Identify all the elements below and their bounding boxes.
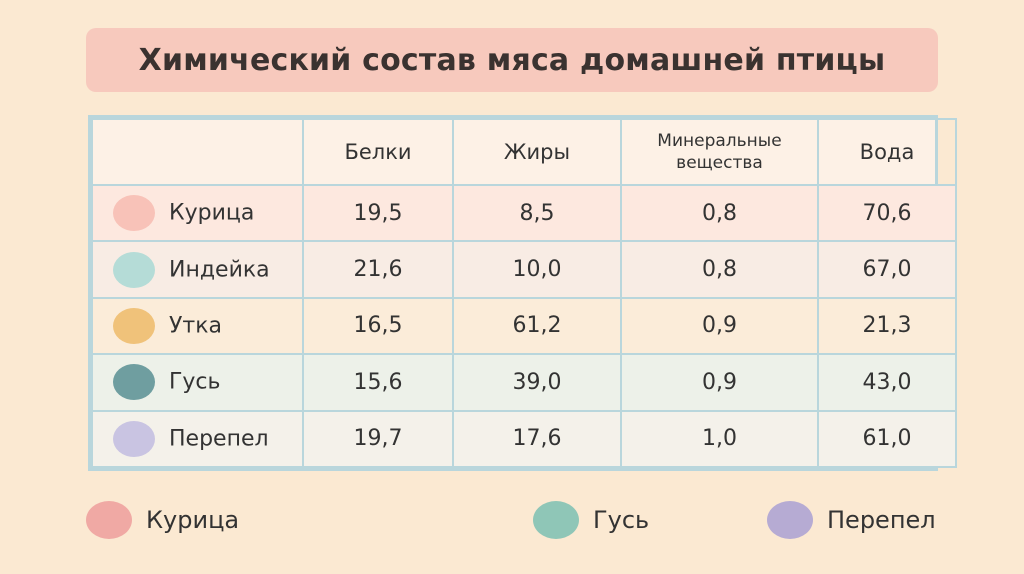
row-name: Индейка [169,257,270,283]
cell-proteins: 21,6 [302,240,454,299]
cell-water: 67,0 [817,240,957,299]
cell-water: 43,0 [817,353,957,412]
header-water: Вода [817,118,957,186]
header-minerals: Минеральные вещества [620,118,819,186]
table-header-row: Белки Жиры Минеральные вещества Вода [91,118,957,186]
cell-minerals: 0,8 [620,183,819,243]
row-name-cell: Утка [91,296,304,356]
header-fats: Жиры [452,118,622,186]
row-name-cell: Гусь [91,353,304,412]
cell-proteins: 19,5 [302,183,454,243]
cell-proteins: 15,6 [302,353,454,412]
table-row: Курица 19,5 8,5 0,8 70,6 [91,183,957,243]
legend-dot-icon [86,501,132,539]
table-row: Утка 16,5 61,2 0,9 21,3 [91,296,957,356]
cell-minerals: 0,9 [620,353,819,412]
cell-proteins: 16,5 [302,296,454,356]
color-dot-icon [113,251,155,288]
cell-water: 61,0 [817,409,957,469]
row-name: Перепел [169,426,269,452]
title-banner: Химический состав мяса домашней птицы [86,28,938,92]
cell-proteins: 19,7 [302,409,454,469]
page-title: Химический состав мяса домашней птицы [138,42,886,78]
cell-fats: 17,6 [452,409,622,469]
composition-table: Белки Жиры Минеральные вещества Вода Кур… [88,115,957,471]
table-row: Индейка 21,6 10,0 0,8 67,0 [91,240,957,299]
row-name-cell: Перепел [91,409,304,469]
cell-water: 70,6 [817,183,957,243]
table-row: Гусь 15,6 39,0 0,9 43,0 [91,353,957,412]
header-proteins: Белки [302,118,454,186]
legend-dot-icon [767,501,813,539]
color-dot-icon [113,307,155,344]
header-empty [91,118,304,186]
legend-item-goose: Гусь [533,498,649,542]
color-dot-icon [113,195,155,232]
cell-fats: 10,0 [452,240,622,299]
cell-minerals: 1,0 [620,409,819,469]
row-name-cell: Индейка [91,240,304,299]
cell-minerals: 0,8 [620,240,819,299]
legend-label: Гусь [593,506,650,534]
row-name: Утка [169,313,222,339]
row-name-cell: Курица [91,183,304,243]
cell-minerals: 0,9 [620,296,819,356]
cell-fats: 39,0 [452,353,622,412]
legend-item-chicken: Курица [86,498,239,542]
color-dot-icon [113,420,155,457]
row-name: Курица [169,200,255,226]
color-dot-icon [113,364,155,401]
legend-dot-icon [533,501,579,539]
cell-fats: 8,5 [452,183,622,243]
legend-label: Курица [146,506,240,534]
cell-water: 21,3 [817,296,957,356]
legend-item-quail: Перепел [767,498,936,542]
row-name: Гусь [169,369,221,395]
table-row: Перепел 19,7 17,6 1,0 61,0 [91,409,957,469]
cell-fats: 61,2 [452,296,622,356]
legend-label: Перепел [827,506,936,534]
